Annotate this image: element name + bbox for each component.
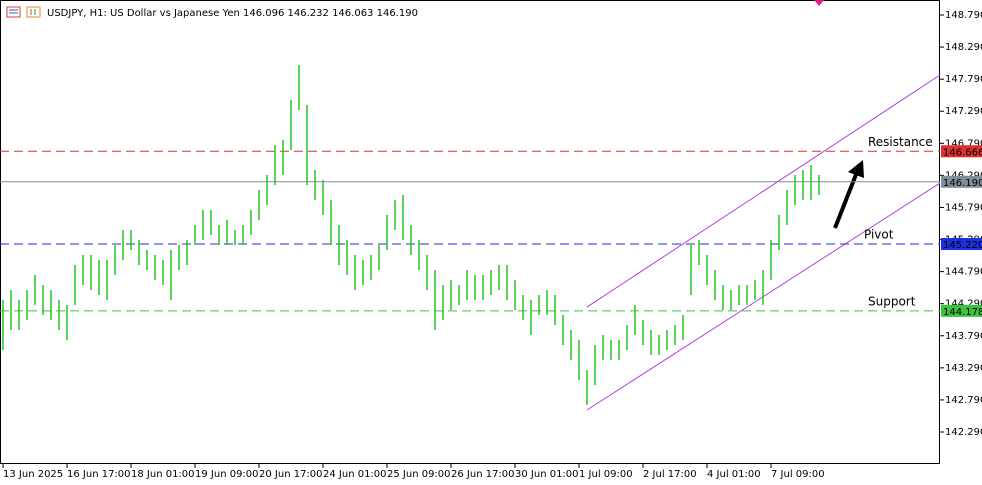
price-label: 146.190 (943, 178, 982, 189)
x-tick-label: 4 Jul 01:00 (707, 469, 761, 480)
price-box (941, 304, 982, 317)
price-label: 145.220 (943, 240, 982, 251)
y-tick-label: 147.290 (945, 106, 982, 117)
x-tick-label: 1 Jul 09:00 (579, 469, 633, 480)
x-tick-label: 18 Jun 01:00 (131, 469, 195, 480)
level-name: Support (868, 294, 916, 308)
y-tick-label: 147.790 (945, 74, 982, 85)
level-name: Pivot (864, 228, 894, 242)
price-box (941, 175, 982, 188)
price-label: 144.178 (943, 307, 982, 318)
y-tick-label: 148.290 (945, 42, 982, 53)
plot-frame (0, 0, 940, 464)
y-tick-label: 143.290 (945, 363, 982, 374)
y-tick-label: 142.790 (945, 395, 982, 406)
price-box (941, 238, 982, 251)
marker (814, 0, 824, 6)
x-tick-label: 2 Jul 17:00 (643, 469, 697, 480)
x-tick-label: 19 Jun 09:00 (195, 469, 259, 480)
x-tick-label: 30 Jun 01:00 (515, 469, 579, 480)
channel-line (586, 74, 941, 308)
x-tick-label: 7 Jul 09:00 (771, 469, 825, 480)
x-tick-label: 24 Jun 01:00 (323, 469, 387, 480)
chart-title: USDJPY, H1: US Dollar vs Japanese Yen 14… (47, 8, 418, 19)
price-label: 146.666 (943, 147, 982, 158)
x-tick-label: 20 Jun 17:00 (259, 469, 323, 480)
y-tick-label: 143.790 (945, 331, 982, 342)
y-tick-label: 145.790 (945, 202, 982, 213)
y-tick-label: 146.790 (945, 138, 982, 149)
x-tick-label: 16 Jun 17:00 (67, 469, 131, 480)
x-tick-label: 25 Jun 09:00 (387, 469, 451, 480)
app-icon (6, 6, 41, 18)
y-tick-label: 148.790 (945, 10, 982, 21)
x-tick-label: 26 Jun 17:00 (451, 469, 515, 480)
x-tick-label: 13 Jun 2025 (3, 469, 63, 480)
level-name: Resistance (868, 135, 933, 149)
arrow-head (848, 160, 864, 178)
price-box (941, 145, 982, 158)
y-tick-label: 144.790 (945, 267, 982, 278)
y-tick-label: 142.290 (945, 427, 982, 438)
y-tick-label: 144.290 (945, 299, 982, 310)
